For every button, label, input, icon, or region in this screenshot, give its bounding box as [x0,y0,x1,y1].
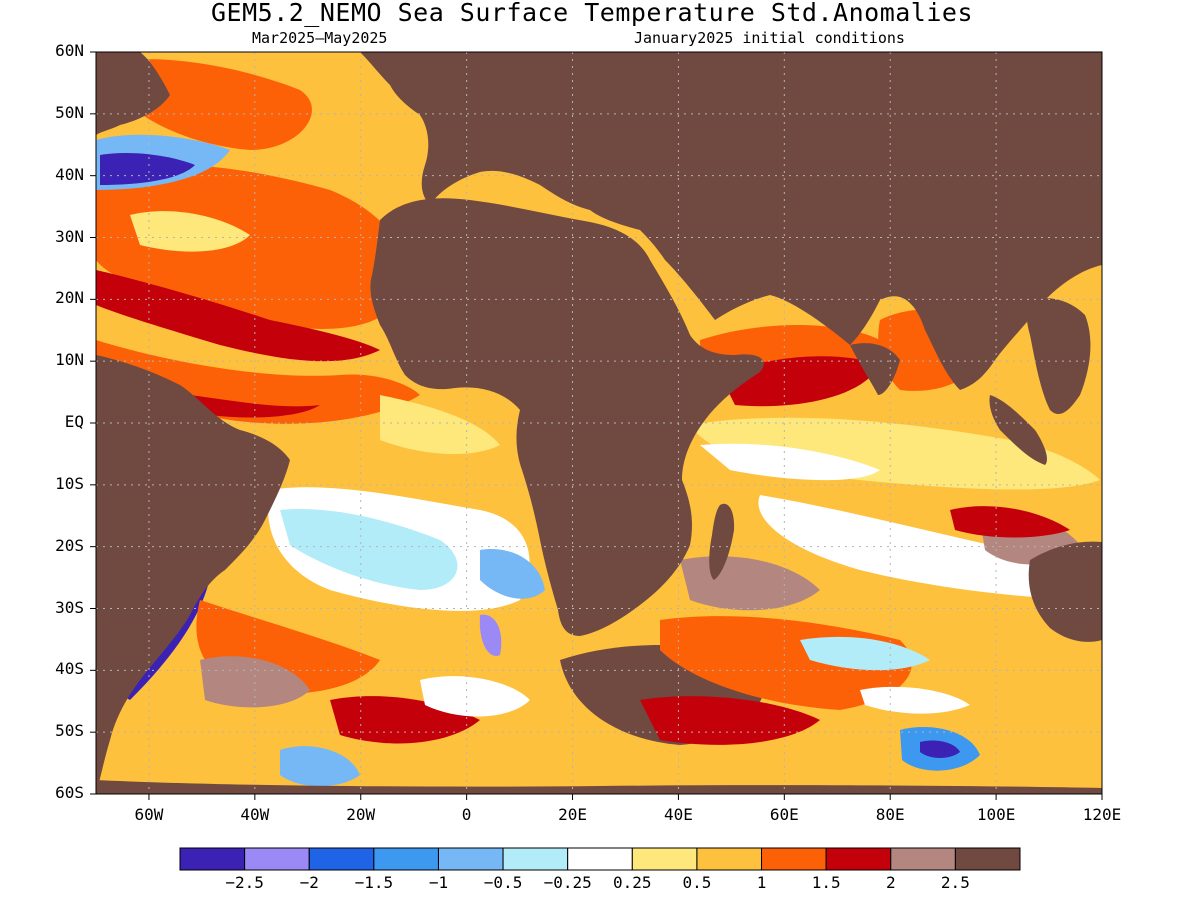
colorbar-swatch [244,847,310,871]
indochina-land [1026,298,1091,415]
longitude-label: 60W [134,805,164,824]
southern-indian-cold-band [800,636,930,671]
colorbar-swatch [437,847,504,871]
latitude-label: 60S [55,783,84,802]
colorbar-swatch [567,847,633,871]
colorbar-label: −2 [299,873,319,892]
colorbar-swatch [308,847,375,871]
colorbar-label: −1.5 [354,873,394,892]
equatorial-indian-neutral [690,417,1100,490]
colorbar-swatch [825,847,892,871]
longitude-label: 20W [346,805,376,824]
longitude-label: 80E [875,805,905,824]
colorbar-swatch [954,847,1021,871]
madagascar-land [709,503,735,580]
sumatra-land [989,395,1047,465]
south-america-land [96,355,290,794]
colorbar-label: 1.5 [811,873,841,892]
angola-cold-patch [480,549,545,599]
longitude-label: 40W [240,805,270,824]
latitude-label: 20N [55,288,84,308]
mid-atlantic-mild [380,395,500,455]
colorbar-label: −0.25 [543,873,592,892]
colorbar-swatch [890,847,956,871]
latitude-label: 20S [55,535,84,555]
australia-land [1028,541,1102,642]
europe-asia-land [360,52,1102,390]
equatorial-indian-white [700,443,880,481]
latitude-label: 50S [55,721,84,741]
axis-ticks [90,51,1103,800]
north-atlantic-warm-anomaly [96,164,406,329]
latitude-label: 10N [55,350,84,370]
south-indian-white-band [758,495,1100,600]
africa-land [370,198,764,636]
colorbar-swatch [761,847,827,871]
india-land [850,343,900,395]
latitude-label: 40S [55,659,84,679]
longitude-label: 20E [558,805,587,824]
southern-ocean-mixed-a [200,656,310,708]
south-indian-warm-ring [950,506,1070,538]
antarctic-shelf-land [96,780,1102,794]
south-atlantic-cold-patch [280,509,458,590]
longitude-label: 40E [663,805,693,824]
latitude-label: 60N [55,41,84,60]
colorbar-label: −2.5 [225,873,264,892]
colorbar-swatch [696,847,763,871]
south-atlantic-cold-core [479,614,502,656]
colorbar-label: −1 [428,873,449,892]
latitude-label: 30S [55,597,84,617]
latitude-label: EQ [64,412,84,431]
north-atlantic-strong-anomaly [96,270,380,362]
north-america-land [96,52,170,135]
equatorial-atlantic-strong-anomaly [190,395,320,418]
north-atlantic-mild [130,211,250,252]
gulf-stream-strong-cold [100,153,195,185]
forecast-period: Mar2025–May2025 [252,29,388,47]
longitude-label: 60E [769,805,799,824]
kerguelen-cold-core [920,740,960,758]
longitude-label: 120E [1082,805,1122,824]
colorbar-swatch [631,847,698,871]
latitude-label: 50N [55,102,84,122]
colorbar-swatch [179,847,246,871]
colorbar-swatch [373,847,439,871]
colorbar [179,847,1021,871]
colorbar-label: 1 [756,873,767,892]
southern-indian-white-b [860,686,970,714]
colorbar-label: 0.25 [613,873,652,892]
britain-land [407,68,432,102]
map-title: GEM5.2_NEMO Sea Surface Temperature Std.… [210,0,973,27]
colorbar-label: 2 [885,873,896,892]
latitude-label: 40N [55,164,84,184]
colorbar-label: 2.5 [940,873,970,892]
southern-ocean-cold-a [280,746,360,787]
longitude-label: 0 [461,805,472,824]
latitude-label: 30N [55,226,84,246]
colorbar-swatch [502,847,569,871]
initial-conditions: January2025 initial conditions [634,29,905,47]
graticule [96,52,1102,794]
longitude-label: 100E [976,805,1016,824]
colorbar-label: −0.5 [483,873,523,892]
southern-ocean-neutral-a [420,676,530,717]
latitude-label: 10S [55,473,84,493]
colorbar-label: 0.5 [682,873,712,892]
labrador-sea-anomaly [120,59,312,150]
